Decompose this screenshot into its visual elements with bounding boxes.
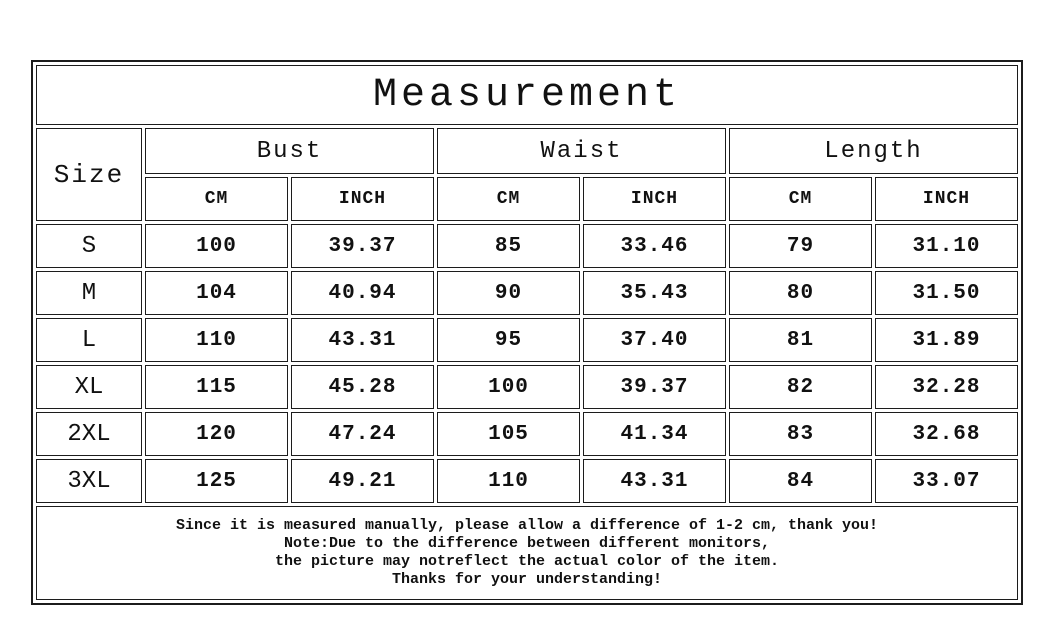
size-cell: XL: [36, 365, 142, 409]
table-row: XL 115 45.28 100 39.37 82 32.28: [36, 365, 1019, 409]
size-cell: M: [36, 271, 142, 315]
value-cell: 32.68: [875, 412, 1019, 456]
value-cell: 40.94: [291, 271, 434, 315]
value-cell: 31.89: [875, 318, 1019, 362]
value-cell: 33.46: [583, 224, 726, 268]
unit-header-bust-cm: CM: [145, 177, 288, 221]
table-row: 2XL 120 47.24 105 41.34 83 32.68: [36, 412, 1019, 456]
footer-row: Since it is measured manually, please al…: [36, 506, 1019, 600]
unit-header-length-cm: CM: [729, 177, 872, 221]
value-cell: 39.37: [291, 224, 434, 268]
column-group-length: Length: [729, 128, 1019, 174]
value-cell: 110: [145, 318, 288, 362]
size-cell: L: [36, 318, 142, 362]
value-cell: 105: [437, 412, 580, 456]
value-cell: 31.10: [875, 224, 1019, 268]
value-cell: 43.31: [291, 318, 434, 362]
disclaimer-line: Since it is measured manually, please al…: [175, 517, 879, 534]
group-header-row: Size Bust Waist Length: [36, 128, 1019, 221]
value-cell: 85: [437, 224, 580, 268]
value-cell: 81: [729, 318, 872, 362]
value-cell: 104: [145, 271, 288, 315]
column-header-size: Size: [36, 128, 142, 221]
unit-header-row: CM INCH CM INCH CM INCH: [36, 177, 1019, 221]
disclaimer-line: Note:Due to the difference between diffe…: [283, 535, 771, 552]
value-cell: 95: [437, 318, 580, 362]
value-cell: 79: [729, 224, 872, 268]
title-row: Measurement: [36, 65, 1019, 125]
value-cell: 125: [145, 459, 288, 503]
page-title: Measurement: [36, 65, 1019, 125]
unit-header-waist-inch: INCH: [583, 177, 726, 221]
value-cell: 82: [729, 365, 872, 409]
disclaimer-line: the picture may notreflect the actual co…: [274, 553, 780, 570]
value-cell: 120: [145, 412, 288, 456]
unit-header-bust-inch: INCH: [291, 177, 434, 221]
unit-header-waist-cm: CM: [437, 177, 580, 221]
value-cell: 80: [729, 271, 872, 315]
value-cell: 33.07: [875, 459, 1019, 503]
size-cell: S: [36, 224, 142, 268]
table-row: L 110 43.31 95 37.40 81 31.89: [36, 318, 1019, 362]
value-cell: 49.21: [291, 459, 434, 503]
column-group-bust: Bust: [145, 128, 434, 174]
table-row: M 104 40.94 90 35.43 80 31.50: [36, 271, 1019, 315]
value-cell: 47.24: [291, 412, 434, 456]
value-cell: 31.50: [875, 271, 1019, 315]
value-cell: 45.28: [291, 365, 434, 409]
size-cell: 2XL: [36, 412, 142, 456]
measurement-table: Measurement Size Bust Waist Length CM IN…: [31, 60, 1024, 605]
value-cell: 84: [729, 459, 872, 503]
size-cell: 3XL: [36, 459, 142, 503]
value-cell: 37.40: [583, 318, 726, 362]
value-cell: 43.31: [583, 459, 726, 503]
value-cell: 90: [437, 271, 580, 315]
value-cell: 83: [729, 412, 872, 456]
value-cell: 110: [437, 459, 580, 503]
unit-header-length-inch: INCH: [875, 177, 1019, 221]
value-cell: 41.34: [583, 412, 726, 456]
value-cell: 39.37: [583, 365, 726, 409]
value-cell: 100: [437, 365, 580, 409]
value-cell: 35.43: [583, 271, 726, 315]
table-row: S 100 39.37 85 33.46 79 31.10: [36, 224, 1019, 268]
value-cell: 32.28: [875, 365, 1019, 409]
disclaimer-note: Since it is measured manually, please al…: [36, 506, 1019, 600]
column-group-waist: Waist: [437, 128, 726, 174]
value-cell: 100: [145, 224, 288, 268]
value-cell: 115: [145, 365, 288, 409]
disclaimer-line: Thanks for your understanding!: [391, 571, 663, 588]
table-row: 3XL 125 49.21 110 43.31 84 33.07: [36, 459, 1019, 503]
